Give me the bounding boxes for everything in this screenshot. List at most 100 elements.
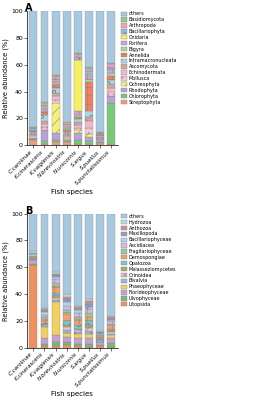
Bar bbox=[74, 310, 82, 313]
Bar bbox=[96, 340, 104, 342]
Bar bbox=[85, 334, 93, 338]
Bar bbox=[108, 69, 115, 74]
Bar bbox=[108, 331, 115, 332]
Bar bbox=[74, 338, 82, 344]
Bar bbox=[108, 320, 115, 322]
Bar bbox=[85, 310, 93, 314]
X-axis label: Fish species: Fish species bbox=[52, 189, 93, 195]
Bar bbox=[74, 317, 82, 320]
Bar bbox=[85, 11, 93, 67]
Bar bbox=[96, 11, 104, 132]
Bar bbox=[85, 72, 93, 76]
Bar bbox=[96, 143, 104, 145]
Bar bbox=[52, 274, 60, 275]
Bar bbox=[63, 314, 71, 321]
Bar bbox=[41, 308, 48, 310]
Bar bbox=[41, 141, 48, 144]
Bar bbox=[63, 130, 71, 132]
Bar bbox=[41, 112, 48, 115]
Bar bbox=[85, 301, 93, 304]
Text: A: A bbox=[25, 3, 33, 13]
Text: B: B bbox=[25, 206, 33, 216]
Bar bbox=[96, 142, 104, 143]
Bar bbox=[29, 136, 37, 138]
Bar bbox=[85, 304, 93, 307]
Bar bbox=[74, 330, 82, 332]
Bar bbox=[108, 326, 115, 330]
Bar bbox=[85, 111, 93, 117]
Bar bbox=[85, 137, 93, 141]
Bar bbox=[52, 88, 60, 93]
Bar bbox=[41, 310, 48, 311]
Bar bbox=[63, 139, 71, 140]
Bar bbox=[41, 115, 48, 122]
Bar bbox=[108, 343, 115, 347]
Bar bbox=[96, 332, 104, 333]
Bar bbox=[63, 125, 71, 126]
Bar bbox=[96, 133, 104, 134]
Bar bbox=[52, 76, 60, 79]
Bar bbox=[108, 319, 115, 320]
Bar bbox=[96, 339, 104, 340]
Bar bbox=[52, 342, 60, 346]
Bar bbox=[29, 127, 37, 128]
Bar bbox=[108, 11, 115, 63]
Bar bbox=[74, 306, 82, 308]
Bar bbox=[74, 325, 82, 329]
Bar bbox=[74, 54, 82, 57]
Bar bbox=[29, 260, 37, 264]
Bar bbox=[52, 286, 60, 293]
Bar bbox=[85, 322, 93, 326]
Bar bbox=[108, 324, 115, 326]
Bar bbox=[96, 336, 104, 338]
Bar bbox=[41, 124, 48, 127]
Bar bbox=[41, 107, 48, 108]
Bar bbox=[96, 335, 104, 336]
Bar bbox=[41, 326, 48, 328]
Bar bbox=[74, 214, 82, 306]
Bar bbox=[41, 127, 48, 130]
Bar bbox=[85, 214, 93, 299]
Bar bbox=[74, 117, 82, 120]
Bar bbox=[108, 335, 115, 338]
Bar bbox=[63, 342, 71, 345]
Bar bbox=[29, 214, 37, 251]
Bar bbox=[108, 96, 115, 103]
Bar bbox=[41, 323, 48, 324]
Bar bbox=[74, 111, 82, 115]
Bar bbox=[85, 331, 93, 334]
Bar bbox=[63, 214, 71, 294]
Bar bbox=[85, 76, 93, 79]
Bar bbox=[63, 299, 71, 302]
Bar bbox=[74, 53, 82, 54]
Bar bbox=[29, 264, 37, 348]
Bar bbox=[52, 346, 60, 348]
Bar bbox=[85, 299, 93, 301]
Bar bbox=[96, 138, 104, 139]
Bar bbox=[52, 298, 60, 300]
Bar bbox=[108, 74, 115, 76]
Bar bbox=[108, 334, 115, 335]
Bar bbox=[52, 275, 60, 276]
Bar bbox=[63, 330, 71, 333]
Bar bbox=[108, 338, 115, 343]
Bar bbox=[74, 140, 82, 144]
Bar bbox=[41, 103, 48, 104]
Bar bbox=[74, 133, 82, 140]
Bar bbox=[108, 84, 115, 88]
Bar bbox=[108, 347, 115, 348]
Bar bbox=[52, 103, 60, 133]
Bar bbox=[63, 137, 71, 139]
Bar bbox=[41, 111, 48, 112]
Bar bbox=[63, 333, 71, 337]
Bar bbox=[52, 96, 60, 100]
Bar bbox=[85, 338, 93, 344]
Bar bbox=[52, 80, 60, 81]
Bar bbox=[63, 306, 71, 310]
Bar bbox=[85, 67, 93, 69]
Bar bbox=[29, 138, 37, 139]
Bar bbox=[63, 297, 71, 299]
Bar bbox=[74, 130, 82, 133]
Bar bbox=[52, 142, 60, 145]
Bar bbox=[96, 135, 104, 136]
